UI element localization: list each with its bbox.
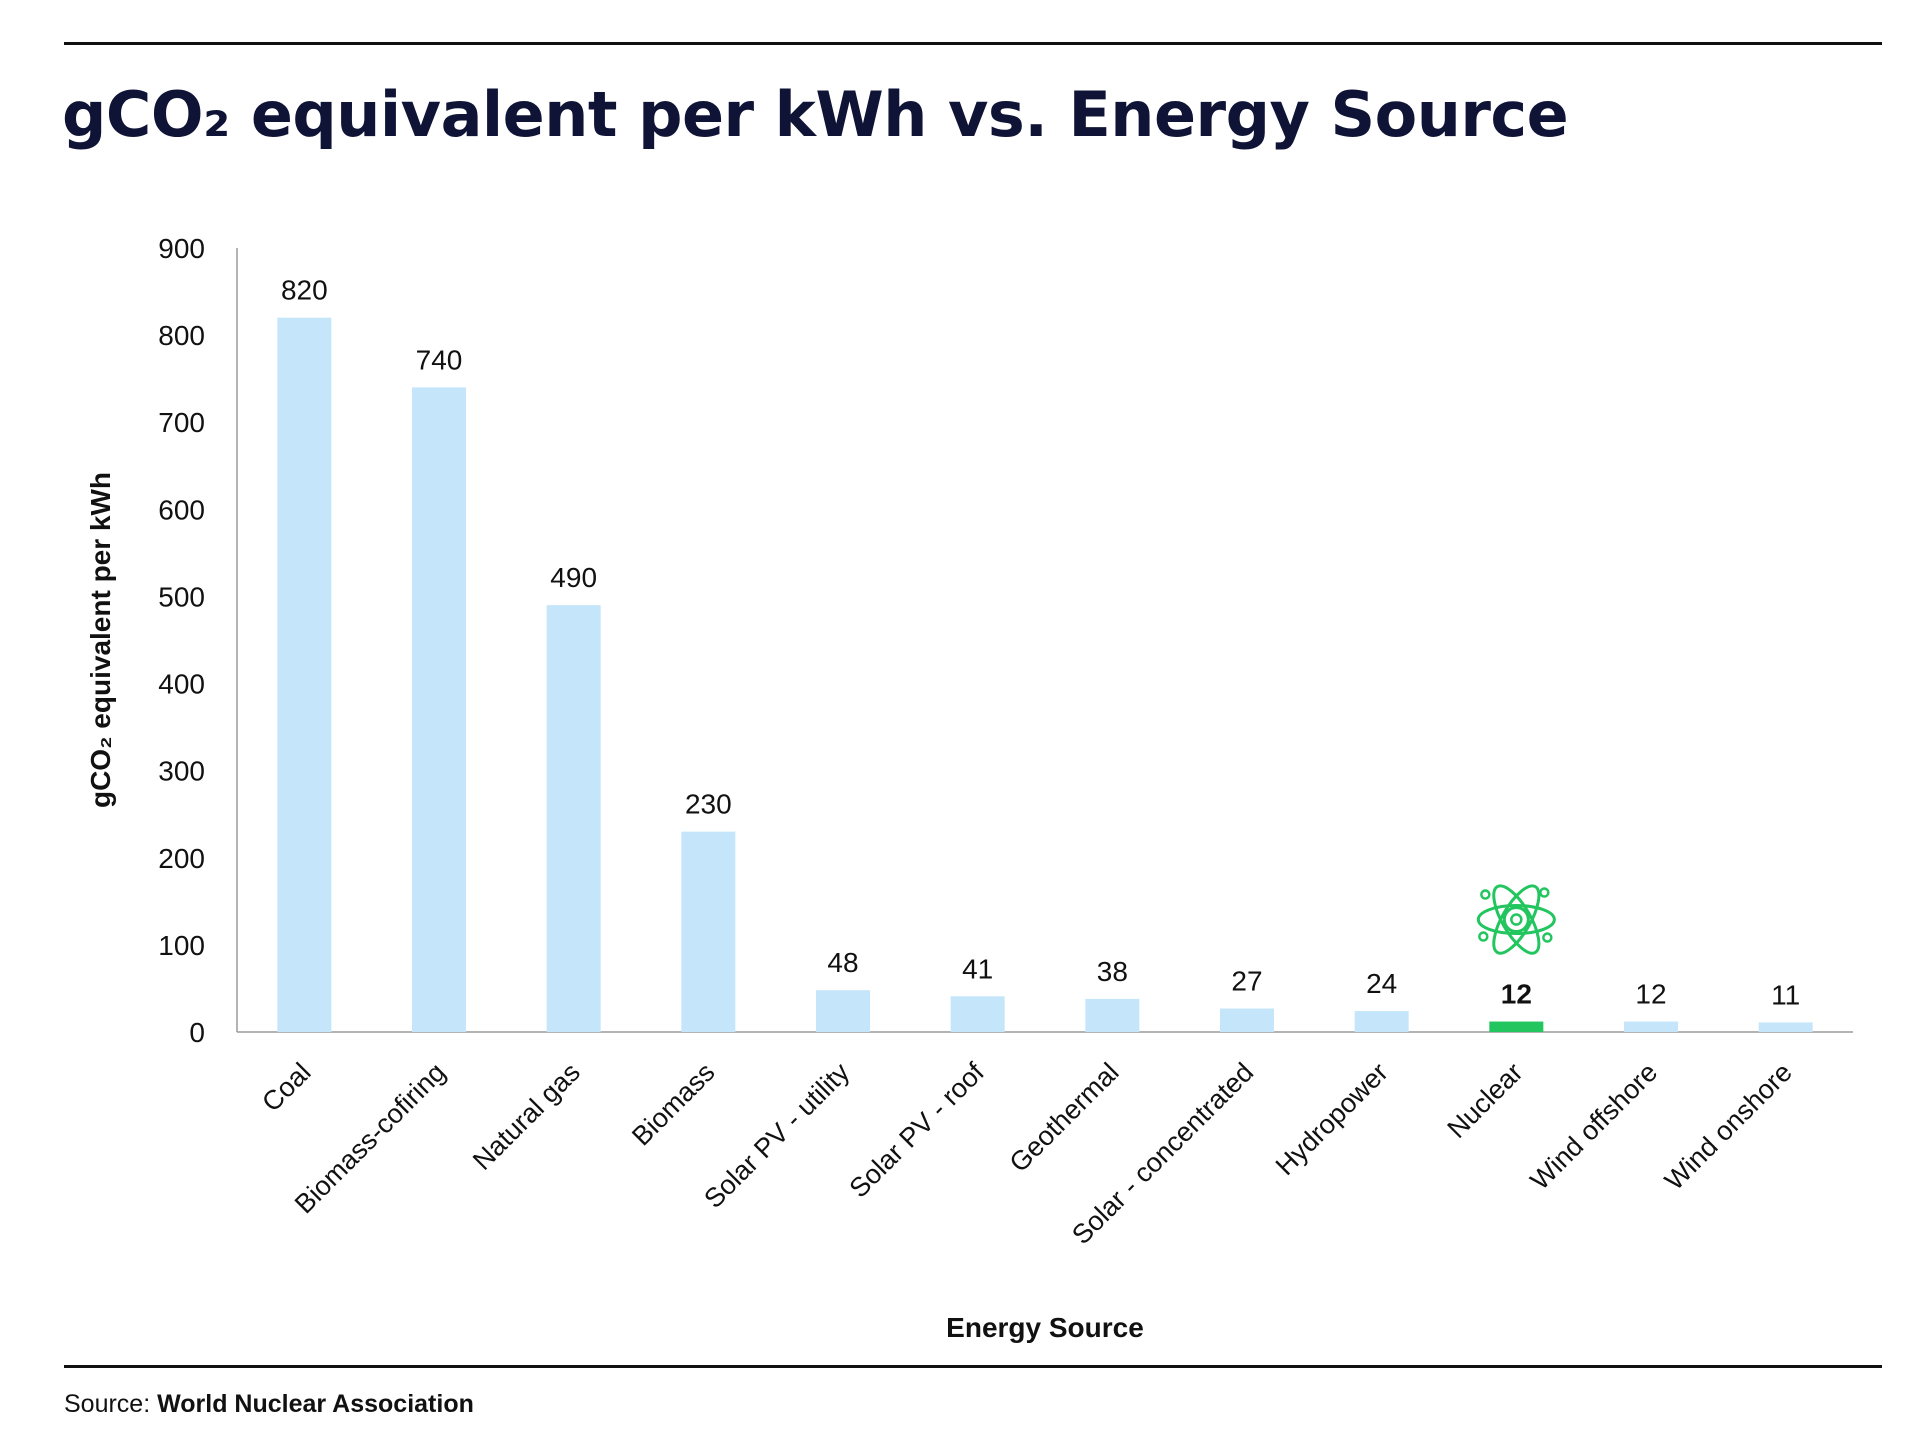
category-label: Nuclear bbox=[1442, 1057, 1529, 1144]
category-label: Coal bbox=[256, 1057, 316, 1117]
value-label: 820 bbox=[281, 275, 328, 306]
x-axis-title: Energy Source bbox=[946, 1312, 1144, 1343]
bar-biomass bbox=[681, 831, 736, 1032]
bar-nuclear bbox=[1489, 1021, 1544, 1032]
bottom-rule bbox=[64, 1365, 1882, 1368]
bars bbox=[277, 317, 1813, 1032]
atom-icon bbox=[1476, 884, 1556, 955]
value-label: 11 bbox=[1771, 979, 1800, 1010]
y-tick-label: 400 bbox=[158, 669, 205, 700]
value-labels: 820 740 490 230 48 41 38 27 24 12 12 11 bbox=[281, 275, 1800, 1011]
value-label: 24 bbox=[1366, 968, 1397, 999]
category-label: Solar PV - roof bbox=[843, 1057, 990, 1204]
y-axis-ticks: 0 100 200 300 400 500 600 700 800 900 bbox=[158, 233, 205, 1048]
top-rule bbox=[64, 42, 1882, 45]
bar-coal bbox=[277, 317, 332, 1032]
bar-solar-pv-utility bbox=[816, 990, 870, 1032]
y-tick-label: 800 bbox=[158, 320, 205, 351]
category-label: Solar PV - utility bbox=[698, 1057, 855, 1214]
source-note: Source: World Nuclear Association bbox=[64, 1390, 474, 1419]
value-label: 230 bbox=[685, 789, 732, 820]
category-label: Wind offshore bbox=[1525, 1057, 1664, 1196]
bar-solar-pv-roof bbox=[950, 996, 1005, 1032]
value-label: 12 bbox=[1501, 979, 1532, 1010]
category-label: Hydropower bbox=[1270, 1057, 1394, 1181]
category-label: Biomass bbox=[626, 1057, 720, 1151]
y-tick-label: 100 bbox=[158, 930, 205, 961]
source-name: World Nuclear Association bbox=[157, 1390, 474, 1418]
bar-hydropower bbox=[1354, 1011, 1409, 1032]
y-tick-label: 700 bbox=[158, 407, 205, 438]
value-label: 48 bbox=[827, 947, 858, 978]
category-label: Wind onshore bbox=[1659, 1057, 1798, 1196]
y-tick-label: 200 bbox=[158, 843, 205, 874]
bar-natural-gas bbox=[546, 605, 601, 1032]
value-label: 490 bbox=[550, 562, 597, 593]
y-axis-title: gCO₂ equivalent per kWh bbox=[85, 472, 116, 808]
value-label: 41 bbox=[962, 953, 993, 984]
value-label: 12 bbox=[1635, 979, 1666, 1010]
bar-chart: 0 100 200 300 400 500 600 700 800 900 820 740 490 23… bbox=[85, 233, 1853, 1343]
bar-wind-offshore bbox=[1624, 1021, 1678, 1032]
value-label: 740 bbox=[416, 344, 463, 375]
bar-geothermal bbox=[1085, 998, 1140, 1032]
y-tick-label: 0 bbox=[189, 1017, 205, 1048]
source-label: Source: bbox=[64, 1390, 151, 1418]
y-tick-label: 900 bbox=[158, 233, 205, 264]
bar-solar-concentrated bbox=[1220, 1008, 1274, 1032]
y-tick-label: 300 bbox=[158, 756, 205, 787]
value-label: 27 bbox=[1231, 965, 1262, 996]
category-label: Geothermal bbox=[1004, 1057, 1125, 1178]
chart-title: gCO₂ equivalent per kWh vs. Energy Sourc… bbox=[62, 78, 1569, 151]
y-tick-label: 600 bbox=[158, 494, 205, 525]
category-label: Natural gas bbox=[467, 1057, 586, 1176]
value-label: 38 bbox=[1097, 956, 1128, 987]
bar-wind-onshore bbox=[1758, 1022, 1813, 1032]
y-tick-label: 500 bbox=[158, 581, 205, 612]
bar-biomass-cofiring bbox=[412, 387, 466, 1032]
